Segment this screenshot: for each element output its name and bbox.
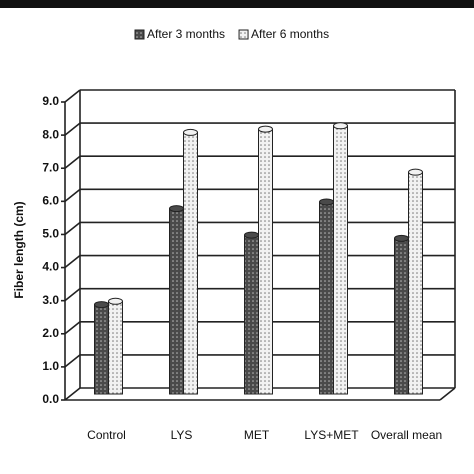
- y-tick-label: 3.0: [42, 293, 59, 307]
- bar-cap: [94, 301, 109, 309]
- bar-cap: [183, 128, 198, 136]
- grid-line: [64, 254, 81, 269]
- top-border: [0, 0, 474, 8]
- bar-cap: [333, 122, 348, 130]
- y-tick-label: 7.0: [42, 160, 59, 174]
- y-tick-label: 2.0: [42, 326, 59, 340]
- bar: [244, 234, 259, 395]
- grid-line: [64, 89, 81, 103]
- y-tick-label: 6.0: [42, 194, 59, 208]
- x-tick-label: Overall mean: [371, 428, 442, 442]
- grid-line: [64, 354, 81, 368]
- floor-edge: [439, 387, 456, 401]
- bar-cap: [394, 234, 409, 242]
- y-tick-label: 1.0: [42, 359, 59, 373]
- grid-line: [64, 321, 81, 335]
- y-tick-label: 9.0: [42, 94, 59, 108]
- bar: [394, 237, 409, 395]
- legend-label: After 3 months: [147, 27, 225, 41]
- bar: [408, 171, 423, 395]
- bar-cap: [319, 198, 334, 206]
- bar-cap: [169, 205, 184, 213]
- legend-label: After 6 months: [251, 27, 329, 41]
- bar: [183, 131, 198, 395]
- bar: [333, 125, 348, 395]
- bar-cap: [408, 168, 423, 176]
- grid-line: [64, 288, 81, 302]
- x-tick-label: LYS: [171, 428, 193, 442]
- grid-line: [64, 122, 81, 136]
- grid-line: [64, 188, 81, 202]
- bar: [319, 201, 334, 395]
- bar-cap: [244, 231, 259, 239]
- bar-cap: [108, 297, 123, 305]
- bar: [108, 300, 123, 395]
- grid-line: [64, 221, 81, 236]
- bar: [169, 208, 184, 395]
- y-tick-label: 4.0: [42, 260, 59, 274]
- x-tick-label: Control: [87, 428, 126, 442]
- y-tick-label: 8.0: [42, 127, 59, 141]
- bar-cap: [258, 125, 273, 133]
- x-tick-label: MET: [244, 428, 270, 442]
- y-tick-label: 0.0: [42, 392, 59, 406]
- x-tick-label: LYS+MET: [304, 428, 359, 442]
- grid-line: [64, 155, 81, 169]
- legend-swatch: [134, 29, 145, 40]
- legend-swatch: [238, 29, 249, 40]
- bar: [94, 304, 109, 395]
- y-axis-title: Fiber length (cm): [12, 201, 26, 298]
- y-tick-label: 5.0: [42, 227, 59, 241]
- bar: [258, 128, 273, 395]
- grid-line: [64, 387, 81, 401]
